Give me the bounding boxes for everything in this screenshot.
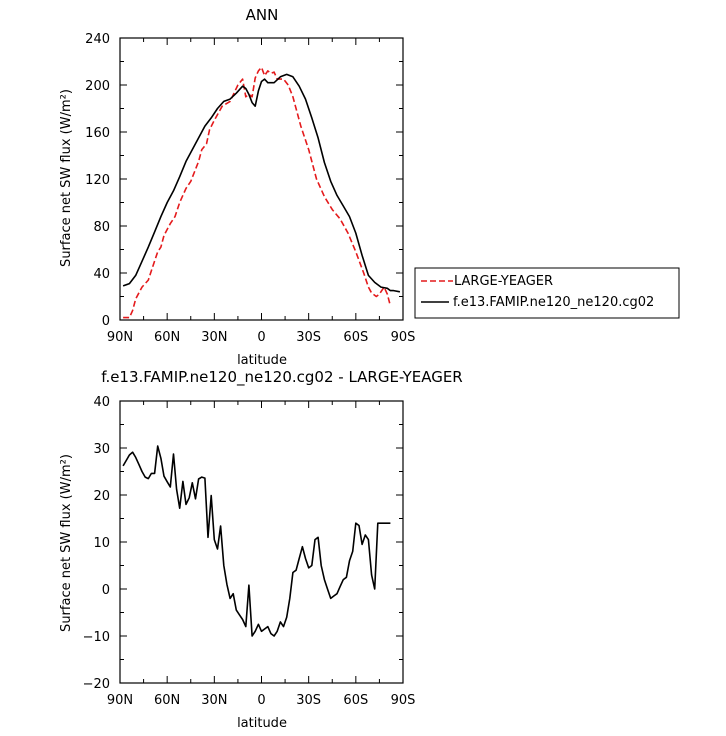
top-ticks: 90N 60N 30N 0 30S 60S 90S 0 40 80 120 160 200 240 <box>85 32 415 345</box>
bottom-y-tick-label: −20 <box>83 677 110 692</box>
bottom-x-axis-label: latitude <box>237 716 287 731</box>
top-x-axis-label: latitude <box>237 353 287 368</box>
legend-box <box>414 267 680 319</box>
legend-label-large-yeager: LARGE-YEAGER <box>454 274 553 289</box>
top-x-tick-label: 90S <box>391 330 416 345</box>
top-series-line-1 <box>122 73 401 293</box>
top-x-tick-label: 30S <box>296 330 321 345</box>
bottom-y-tick-label: 10 <box>93 536 110 551</box>
top-y-tick-label: 80 <box>93 220 110 235</box>
top-x-tick-label: 60S <box>343 330 368 345</box>
bottom-x-tick-label: 90N <box>107 693 133 708</box>
top-y-tick-label: 160 <box>85 126 110 141</box>
top-y-tick-label: 0 <box>102 314 110 329</box>
bottom-y-tick-label: 40 <box>93 395 110 410</box>
top-x-tick-label: 60N <box>154 330 180 345</box>
top-panel: ANN Surface net SW flux (W/m²) latitude … <box>59 6 680 368</box>
bottom-x-tick-label: 0 <box>257 693 265 708</box>
bottom-chart-title: f.e13.FAMIP.ne120_ne120.cg02 - LARGE-YEA… <box>101 368 462 387</box>
top-y-tick-label: 120 <box>85 173 110 188</box>
bottom-series-layer <box>122 445 391 637</box>
bottom-x-tick-label: 30N <box>201 693 227 708</box>
top-y-tick-label: 240 <box>85 32 110 47</box>
bottom-x-tick-label: 90S <box>391 693 416 708</box>
bottom-y-axis-label: Surface net SW flux (W/m²) <box>59 454 74 632</box>
top-x-tick-label: 90N <box>107 330 133 345</box>
bottom-x-tick-label: 60S <box>343 693 368 708</box>
bottom-plot-frame <box>119 400 404 684</box>
legend-label-famip: f.e13.FAMIP.ne120_ne120.cg02 <box>453 295 654 310</box>
bottom-ticks: 90N 60N 30N 0 30S 60S 90S −20 −10 0 10 20 30 40 <box>83 395 416 708</box>
top-x-tick-label: 30N <box>201 330 227 345</box>
bottom-panel: f.e13.FAMIP.ne120_ne120.cg02 - LARGE-YEA… <box>59 368 463 731</box>
legend: LARGE-YEAGER f.e13.FAMIP.ne120_ne120.cg0… <box>414 267 680 319</box>
top-y-tick-label: 40 <box>93 267 110 282</box>
top-plot-frame <box>119 37 404 321</box>
top-chart-title: ANN <box>246 6 279 24</box>
top-series-layer <box>122 66 401 319</box>
bottom-x-tick-label: 30S <box>296 693 321 708</box>
bottom-y-tick-label: 20 <box>93 489 110 504</box>
bottom-y-tick-label: 0 <box>102 583 110 598</box>
bottom-y-tick-label: 30 <box>93 442 110 457</box>
top-series-line-0 <box>123 66 392 319</box>
top-y-axis-label: Surface net SW flux (W/m²) <box>59 89 74 267</box>
top-y-tick-label: 200 <box>85 79 110 94</box>
bottom-series-line-0 <box>122 445 391 637</box>
bottom-y-tick-label: −10 <box>83 630 110 645</box>
top-x-tick-label: 0 <box>257 330 265 345</box>
bottom-x-tick-label: 60N <box>154 693 180 708</box>
